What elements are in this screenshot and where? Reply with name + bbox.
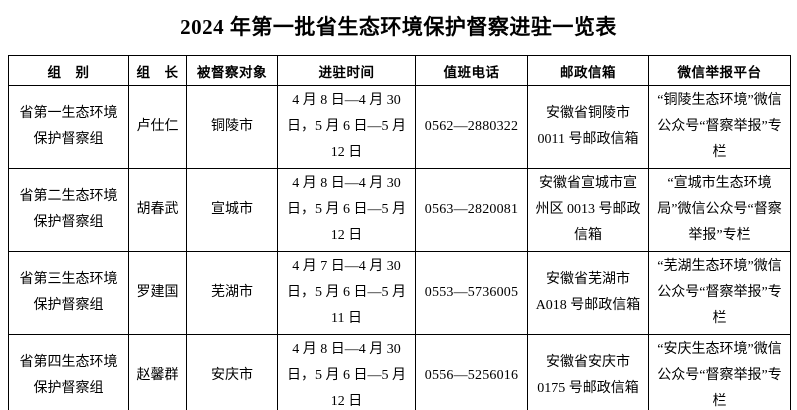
- cell-period: 4 月 8 日—4 月 30 日，5 月 6 日—5 月 12 日: [277, 168, 416, 252]
- column-header-target: 被督察对象: [186, 55, 278, 86]
- cell-leader: 卢仕仁: [128, 85, 187, 169]
- cell-phone: 0556—5256016: [415, 334, 528, 410]
- table-header-row: 组 别 组 长 被督察对象 进驻时间 值班电话 邮政信箱 微信举报平台: [8, 55, 791, 86]
- cell-target: 宣城市: [186, 168, 278, 252]
- page-title: 2024 年第一批省生态环境保护督察进驻一览表: [180, 15, 617, 39]
- cell-phone: 0553—5736005: [415, 251, 528, 335]
- column-header-group: 组 别: [8, 55, 129, 86]
- cell-period: 4 月 8 日—4 月 30 日，5 月 6 日—5 月 12 日: [277, 85, 416, 169]
- cell-mailbox: 安徽省宣城市宣州区 0013 号邮政信箱: [527, 168, 649, 252]
- table-row: 省第三生态环境保护督察组 罗建国 芜湖市 4 月 7 日—4 月 30 日，5 …: [8, 251, 791, 335]
- cell-phone: 0562—2880322: [415, 85, 528, 169]
- cell-leader: 赵馨群: [128, 334, 187, 410]
- column-header-period: 进驻时间: [277, 55, 416, 86]
- cell-phone: 0563—2820081: [415, 168, 528, 252]
- table-row: 省第四生态环境保护督察组 赵馨群 安庆市 4 月 8 日—4 月 30 日，5 …: [8, 334, 791, 410]
- column-header-wechat: 微信举报平台: [648, 55, 791, 86]
- cell-period: 4 月 7 日—4 月 30 日，5 月 6 日—5 月 11 日: [277, 251, 416, 335]
- cell-group: 省第三生态环境保护督察组: [8, 251, 129, 335]
- column-header-leader: 组 长: [128, 55, 187, 86]
- cell-leader: 胡春武: [128, 168, 187, 252]
- table-row: 省第二生态环境保护督察组 胡春武 宣城市 4 月 8 日—4 月 30 日，5 …: [8, 168, 791, 252]
- cell-wechat: “芜湖生态环境”微信公众号“督察举报”专栏: [648, 251, 791, 335]
- table-row: 省第一生态环境保护督察组 卢仕仁 铜陵市 4 月 8 日—4 月 30 日，5 …: [8, 85, 791, 169]
- cell-mailbox: 安徽省安庆市 0175 号邮政信箱: [527, 334, 649, 410]
- cell-leader: 罗建国: [128, 251, 187, 335]
- cell-target: 芜湖市: [186, 251, 278, 335]
- cell-group: 省第一生态环境保护督察组: [8, 85, 129, 169]
- column-header-mailbox: 邮政信箱: [527, 55, 649, 86]
- cell-mailbox: 安徽省芜湖市 A018 号邮政信箱: [527, 251, 649, 335]
- inspection-table: 组 别 组 长 被督察对象 进驻时间 值班电话 邮政信箱 微信举报平台 省第一生…: [8, 55, 791, 410]
- cell-group: 省第四生态环境保护督察组: [8, 334, 129, 410]
- cell-wechat: “安庆生态环境”微信公众号“督察举报”专栏: [648, 334, 791, 410]
- cell-target: 安庆市: [186, 334, 278, 410]
- cell-wechat: “宣城市生态环境局”微信公众号“督察举报”专栏: [648, 168, 791, 252]
- column-header-phone: 值班电话: [415, 55, 528, 86]
- cell-mailbox: 安徽省铜陵市 0011 号邮政信箱: [527, 85, 649, 169]
- cell-group: 省第二生态环境保护督察组: [8, 168, 129, 252]
- cell-period: 4 月 8 日—4 月 30 日，5 月 6 日—5 月 12 日: [277, 334, 416, 410]
- cell-wechat: “铜陵生态环境”微信公众号“督察举报”专栏: [648, 85, 791, 169]
- cell-target: 铜陵市: [186, 85, 278, 169]
